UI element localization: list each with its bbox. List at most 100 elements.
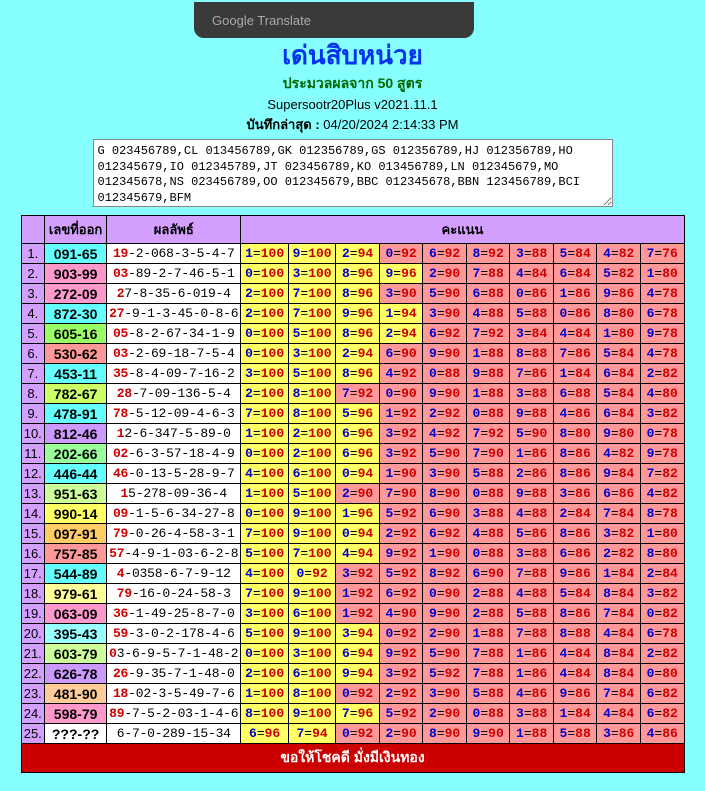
- score-cell: 3=92: [379, 444, 423, 464]
- score-cell: 2=84: [553, 504, 597, 524]
- draw-number: 530-62: [45, 344, 107, 364]
- row-number: 10.: [21, 424, 45, 444]
- score-cell: 1=80: [640, 264, 684, 284]
- score-cell: 2=94: [336, 244, 380, 264]
- table-row: 11.202-6602-6-3-57-18-4-90=1002=1006=963…: [21, 444, 684, 464]
- table-row: 4.872-3027-9-1-3-45-0-8-62=1007=1009=961…: [21, 304, 684, 324]
- score-cell: 4=90: [379, 604, 423, 624]
- score-cell: 7=86: [510, 364, 554, 384]
- result: 57-4-9-1-03-6-2-8: [107, 544, 241, 564]
- table-row: 15.097-9179-0-26-4-58-3-17=1009=1000=942…: [21, 524, 684, 544]
- score-cell: 0=100: [241, 324, 288, 344]
- score-cell: 9=96: [379, 264, 423, 284]
- score-cell: 5=90: [423, 444, 467, 464]
- score-cell: 9=100: [288, 504, 335, 524]
- score-cell: 6=82: [640, 684, 684, 704]
- score-cell: 3=90: [423, 464, 467, 484]
- score-cell: 7=86: [553, 344, 597, 364]
- score-cell: 8=80: [640, 544, 684, 564]
- score-cell: 5=88: [553, 724, 597, 744]
- score-cell: 2=94: [379, 324, 423, 344]
- draw-number: 757-85: [45, 544, 107, 564]
- score-cell: 1=90: [423, 544, 467, 564]
- th-blank: [21, 216, 45, 244]
- score-cell: 2=100: [288, 444, 335, 464]
- score-cell: 7=96: [336, 704, 380, 724]
- score-cell: 8=96: [336, 364, 380, 384]
- draw-number: 626-78: [45, 664, 107, 684]
- score-cell: 2=92: [423, 404, 467, 424]
- result: 4-0358-6-7-9-12: [107, 564, 241, 584]
- draw-number: 812-46: [45, 424, 107, 444]
- score-cell: 8=84: [597, 644, 641, 664]
- score-cell: 2=92: [379, 684, 423, 704]
- table-row: 10.812-4612-6-347-5-89-01=1002=1006=963=…: [21, 424, 684, 444]
- score-cell: 2=90: [423, 264, 467, 284]
- score-cell: 4=86: [553, 404, 597, 424]
- result: 36-1-49-25-8-7-0: [107, 604, 241, 624]
- table-row: 22.626-7826-9-35-7-1-48-02=1006=1009=943…: [21, 664, 684, 684]
- score-cell: 1=90: [379, 464, 423, 484]
- score-cell: 6=100: [288, 664, 335, 684]
- score-cell: 0=92: [336, 724, 380, 744]
- row-number: 17.: [21, 564, 45, 584]
- table-row: 16.757-8557-4-9-1-03-6-2-85=1007=1004=94…: [21, 544, 684, 564]
- log-textarea[interactable]: [93, 139, 613, 207]
- draw-number: 903-99: [45, 264, 107, 284]
- table-row: 12.446-4446-0-13-5-28-9-74=1006=1000=941…: [21, 464, 684, 484]
- score-cell: 5=90: [423, 284, 467, 304]
- draw-number: 446-44: [45, 464, 107, 484]
- row-number: 9.: [21, 404, 45, 424]
- table-row: 17.544-894-0358-6-7-9-124=1000=923=925=9…: [21, 564, 684, 584]
- draw-number: 544-89: [45, 564, 107, 584]
- score-cell: 1=100: [241, 424, 288, 444]
- row-number: 4.: [21, 304, 45, 324]
- score-cell: 0=88: [466, 404, 510, 424]
- result: 89-7-5-2-03-1-4-6: [107, 704, 241, 724]
- score-cell: 9=96: [336, 304, 380, 324]
- score-cell: 0=78: [640, 424, 684, 444]
- score-cell: 9=86: [553, 564, 597, 584]
- score-cell: 5=100: [288, 364, 335, 384]
- table-row: 21.603-7903-6-9-5-7-1-48-20=1003=1006=94…: [21, 644, 684, 664]
- row-number: 16.: [21, 544, 45, 564]
- result: 28-7-09-136-5-4: [107, 384, 241, 404]
- score-cell: 5=92: [379, 704, 423, 724]
- score-cell: 9=92: [379, 644, 423, 664]
- draw-number: 782-67: [45, 384, 107, 404]
- draw-number: 979-61: [45, 584, 107, 604]
- version: Supersootr20Plus v2021.11.1: [21, 97, 685, 112]
- score-cell: 6=84: [597, 404, 641, 424]
- score-cell: 3=82: [640, 584, 684, 604]
- result: 35-8-4-09-7-16-2: [107, 364, 241, 384]
- row-number: 13.: [21, 484, 45, 504]
- score-cell: 7=88: [510, 564, 554, 584]
- score-cell: 3=100: [288, 264, 335, 284]
- row-number: 7.: [21, 364, 45, 384]
- result: 03-89-2-7-46-5-1: [107, 264, 241, 284]
- score-cell: 8=84: [597, 584, 641, 604]
- row-number: 8.: [21, 384, 45, 404]
- score-cell: 3=88: [510, 544, 554, 564]
- score-cell: 4=84: [553, 644, 597, 664]
- score-cell: 0=88: [466, 544, 510, 564]
- score-cell: 6=100: [288, 464, 335, 484]
- score-cell: 2=86: [510, 464, 554, 484]
- score-cell: 2=100: [241, 284, 288, 304]
- score-cell: 5=92: [379, 564, 423, 584]
- score-cell: 0=94: [336, 524, 380, 544]
- row-number: 23.: [21, 684, 45, 704]
- score-cell: 4=86: [510, 684, 554, 704]
- score-cell: 2=82: [640, 644, 684, 664]
- google-translate-bar[interactable]: Google Translate: [194, 2, 474, 38]
- score-cell: 6=88: [466, 284, 510, 304]
- score-cell: 8=100: [288, 684, 335, 704]
- score-cell: 6=96: [336, 444, 380, 464]
- score-cell: 9=80: [597, 424, 641, 444]
- draw-number: ???-??: [45, 724, 107, 744]
- score-cell: 3=100: [288, 344, 335, 364]
- score-cell: 1=84: [553, 704, 597, 724]
- score-cell: 0=88: [466, 484, 510, 504]
- score-cell: 4=88: [510, 504, 554, 524]
- table-row: 3.272-0927-8-35-6-019-42=1007=1008=963=9…: [21, 284, 684, 304]
